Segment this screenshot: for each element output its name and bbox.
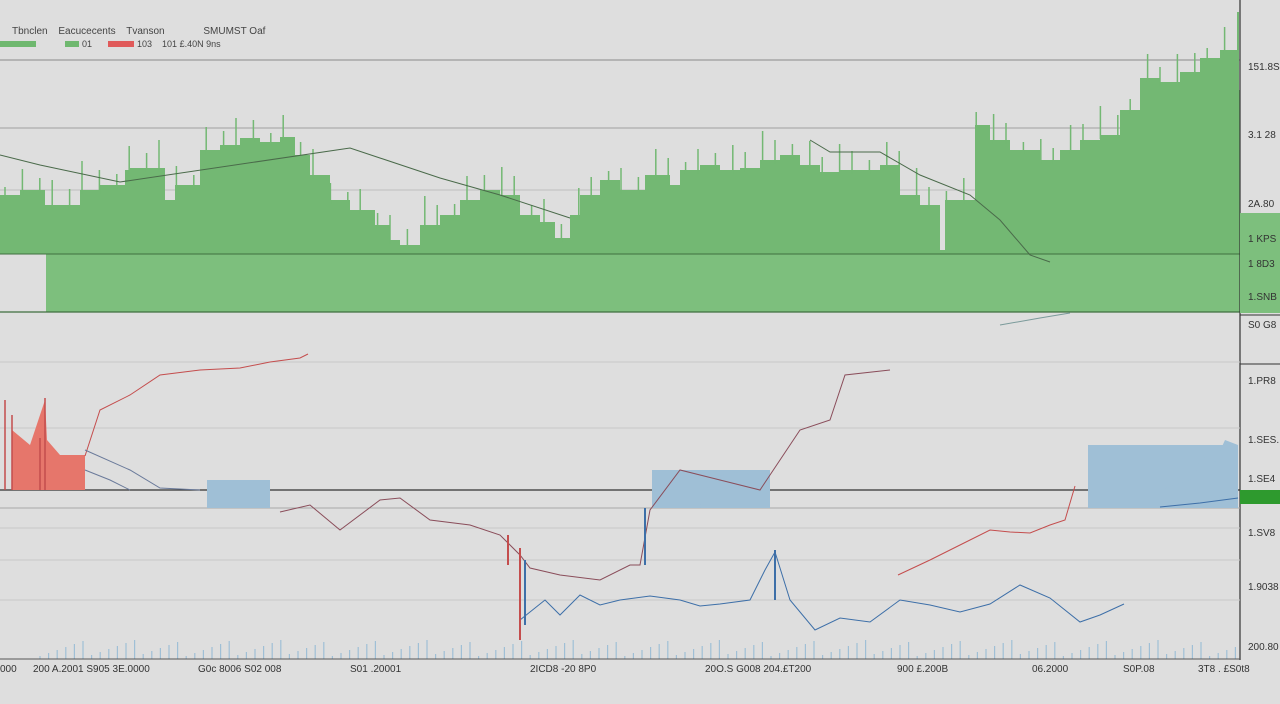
x-axis-label: 06.2000	[1032, 664, 1069, 675]
upper-moving-average	[0, 147, 571, 219]
y-axis-label: 1.SE4	[1248, 474, 1276, 485]
x-axis-label: 900 £.200B	[897, 664, 949, 675]
y-axis-label: 1.PR8	[1248, 376, 1276, 387]
x-axis-label: 000	[0, 664, 17, 675]
legend-title-1: Tbnclen	[12, 26, 48, 37]
upper-trail-line	[999, 312, 1071, 326]
y-axis-label: 3.1 28	[1248, 130, 1276, 141]
legend-swatch-red	[108, 41, 135, 47]
legend-label-4: 101 £.40N 9ns	[162, 39, 221, 49]
x-axis-label: S0P.08	[1123, 664, 1155, 675]
x-axis-label: 2ICD8 -20 8P0	[530, 664, 597, 675]
y-axis-label: 1 8D3	[1248, 259, 1275, 270]
lower-gridlines	[0, 361, 1240, 601]
x-axis-label: 3T8 . £S0t8	[1198, 664, 1250, 675]
y-axis-label: 200.80	[1248, 642, 1279, 653]
legend-title-2: Eacucecents	[58, 26, 116, 37]
upper-price-area	[0, 12, 1240, 254]
y-axis-label: 1.9038	[1248, 582, 1279, 593]
x-axis-label: S01 .20001	[350, 664, 402, 675]
y-axis-label: 1.SV8	[1248, 528, 1276, 539]
lower-areas	[4, 398, 1238, 508]
legend-title-4: SMUMST Oaf	[203, 26, 266, 37]
y-axis-label: 1.SES.	[1248, 435, 1280, 446]
volume-bars	[39, 640, 1237, 659]
x-axis-label: G0c 8006 S02 008	[198, 664, 282, 675]
legend-swatch-green-2	[65, 41, 79, 47]
legend-row-titles: Tbnclen Eacucecents Tvanson SMUMST Oaf	[0, 26, 273, 37]
x-axis-label: 200 A.2001 S905 3E.0000	[33, 664, 150, 675]
lower-lines	[84, 353, 1239, 640]
upper-moving-average-2	[809, 139, 1051, 263]
y-axis-green-band	[1240, 213, 1280, 313]
legend-label-3: 103	[137, 39, 153, 49]
y-axis-label: 1 KPS	[1248, 234, 1277, 245]
y-axis-label: S0 G8	[1248, 320, 1277, 331]
y-axis-label: 151.8S	[1248, 62, 1280, 73]
chart-legend: Tbnclen Eacucecents Tvanson SMUMST Oaf 0…	[0, 22, 320, 52]
price-tag-current	[1240, 490, 1280, 504]
x-axis-label: 20O.S G008 204.£T200	[705, 664, 812, 675]
upper-left-gap	[0, 254, 46, 312]
y-axis-label: 2A.80	[1248, 199, 1275, 210]
legend-label-2: 01	[82, 39, 93, 49]
legend-swatch-green-1	[0, 41, 36, 47]
upper-lower-band	[46, 254, 1240, 312]
y-axis-label: 1.SNB	[1248, 292, 1277, 303]
legend-row-series: 01 103 101 £.40N 9ns	[0, 39, 221, 49]
legend-title-3: Tvanson	[126, 26, 165, 37]
